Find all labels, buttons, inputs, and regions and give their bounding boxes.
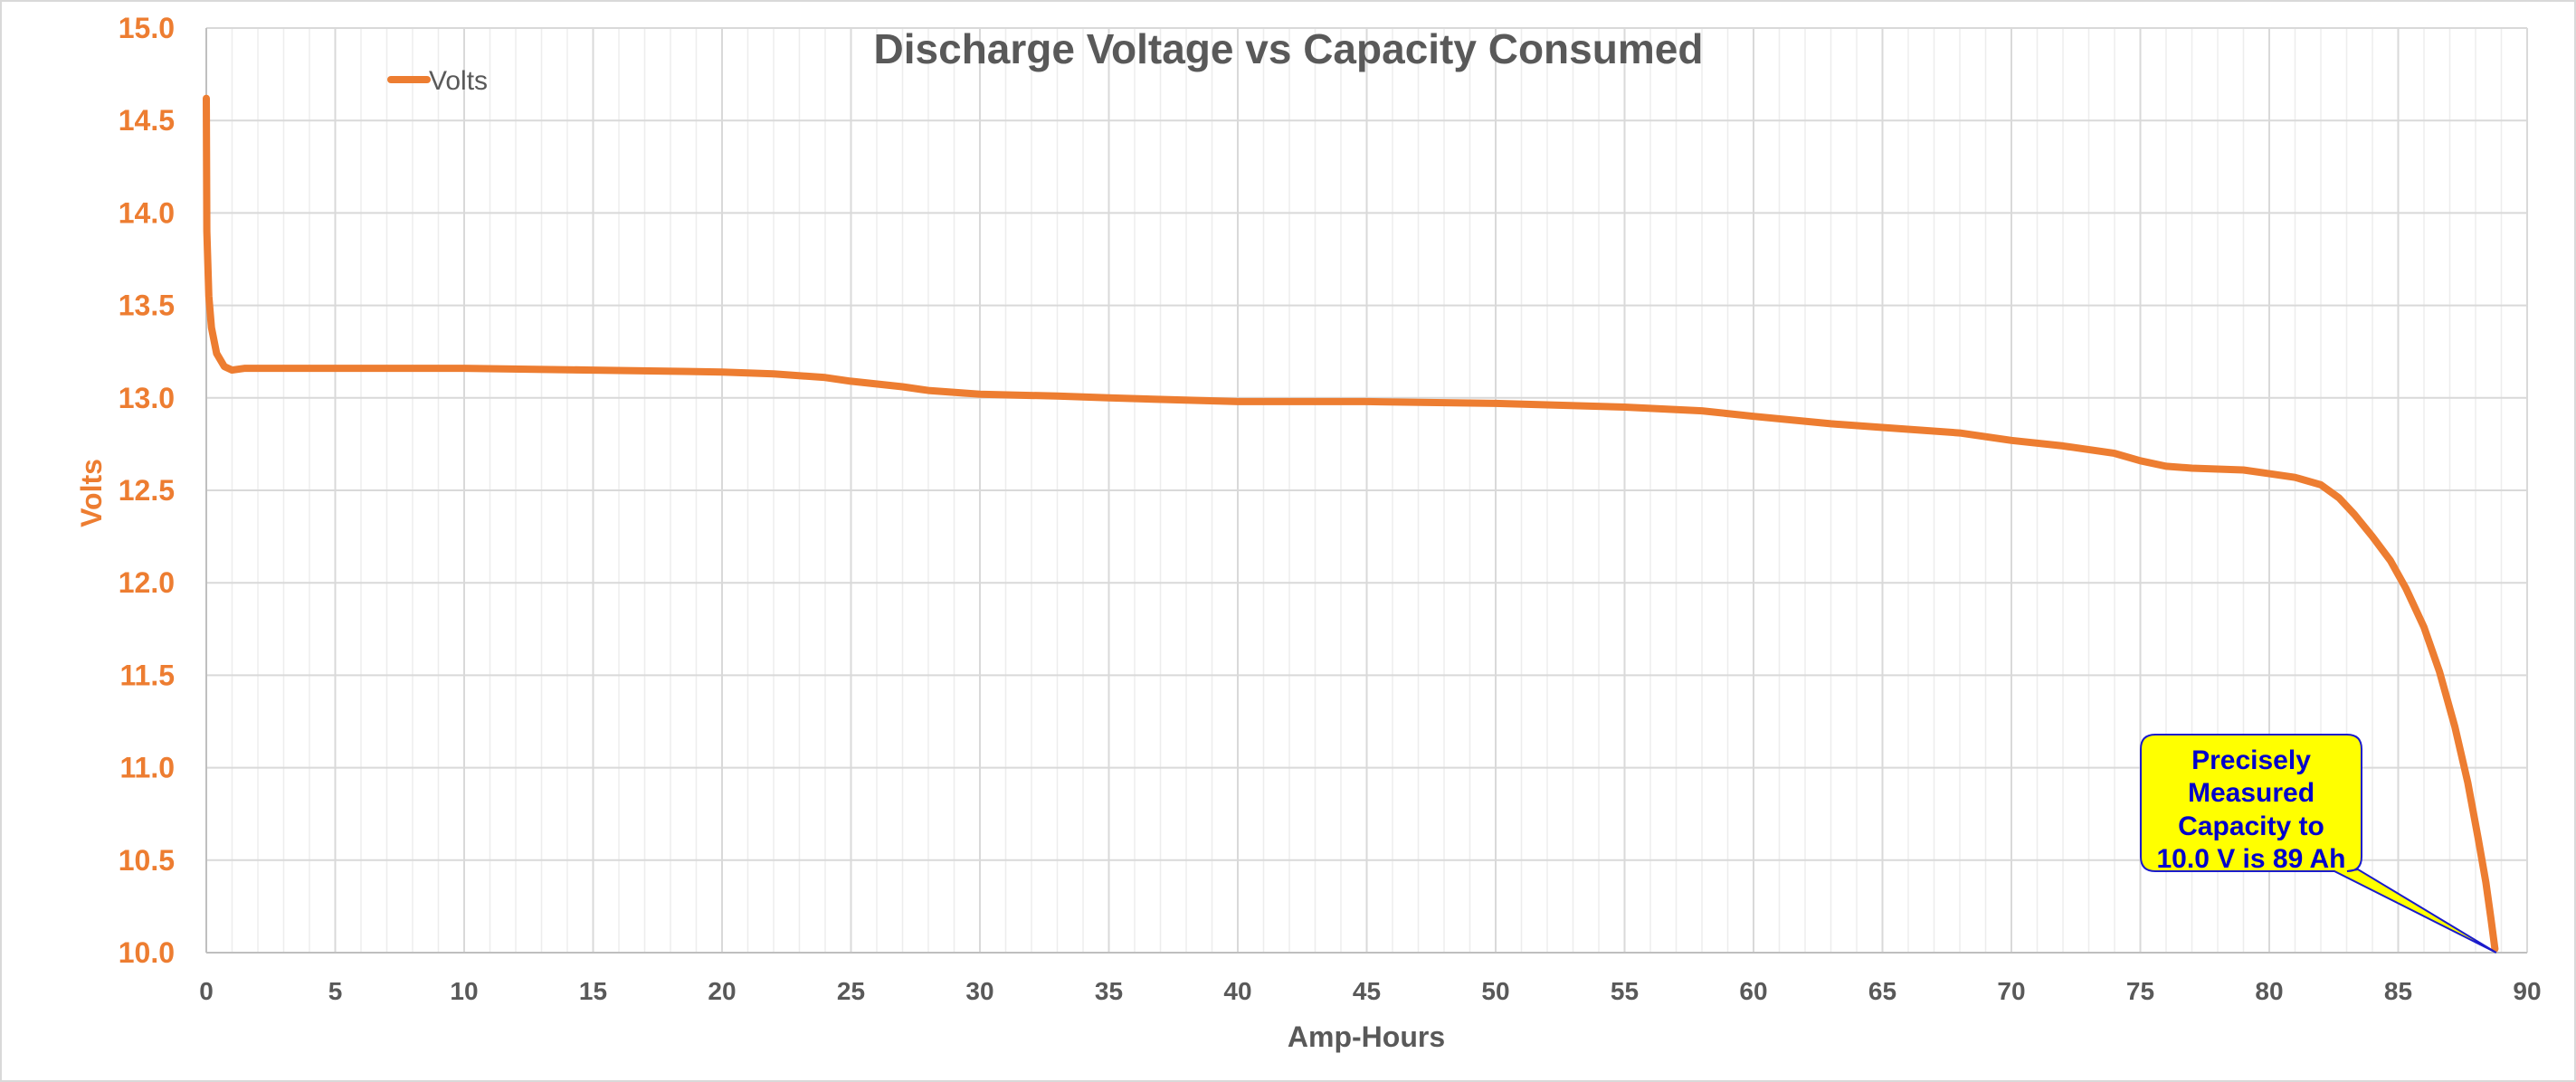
x-tick-label: 55 [1611, 977, 1639, 1005]
x-tick-label: 75 [2126, 977, 2154, 1005]
x-tick-label: 15 [579, 977, 607, 1005]
x-tick-label: 40 [1223, 977, 1251, 1005]
x-tick-label: 25 [837, 977, 865, 1005]
y-tick-label: 14.5 [119, 104, 175, 137]
x-tick-label: 85 [2384, 977, 2412, 1005]
y-axis-title: Volts [75, 459, 108, 527]
callout-line-3: Capacity to [2178, 812, 2324, 841]
y-tick-label: 10.0 [119, 936, 175, 969]
legend-label-volts: Volts [429, 66, 488, 96]
x-tick-label: 35 [1095, 977, 1123, 1005]
callout-line-4: 10.0 V is 89 Ah [2156, 844, 2345, 874]
callout-line-2: Measured [2188, 778, 2315, 808]
x-tick-label: 80 [2255, 977, 2283, 1005]
x-tick-label: 65 [1868, 977, 1896, 1005]
y-tick-label: 14.0 [119, 196, 175, 229]
y-tick-label: 15.0 [119, 12, 175, 44]
legend: Volts [387, 66, 488, 96]
y-tick-label: 12.5 [119, 474, 175, 507]
callout-bubble [2140, 734, 2497, 954]
x-tick-label: 20 [708, 977, 736, 1005]
x-tick-label: 50 [1481, 977, 1509, 1005]
x-tick-label: 10 [450, 977, 478, 1005]
y-tick-label: 11.5 [119, 659, 175, 691]
series-line-volts [203, 94, 2499, 953]
annotation-callout: Precisely Measured Capacity to 10.0 V is… [2140, 734, 2497, 954]
x-tick-label: 5 [328, 977, 343, 1005]
x-axis-title: Amp-Hours [1288, 1020, 1445, 1053]
y-tick-labels: 10.0 10.5 11.0 11.5 12.0 12.5 13.0 13.5 14.0 14.5… [119, 12, 175, 969]
y-tick-label: 11.0 [119, 752, 175, 784]
y-tick-label: 12.0 [119, 566, 175, 599]
y-tick-label: 13.0 [119, 382, 175, 414]
chart-title: Discharge Voltage vs Capacity Consumed [874, 25, 1704, 72]
y-tick-label: 10.5 [119, 844, 175, 877]
x-tick-label: 45 [1353, 977, 1381, 1005]
major-gridlines [205, 27, 2528, 954]
callout-line-1: Precisely [2191, 745, 2311, 775]
x-tick-label: 90 [2513, 977, 2541, 1005]
x-tick-label: 60 [1739, 977, 1767, 1005]
x-tick-labels: 0 5 10 15 20 25 30 35 40 45 50 55 60 65 70 75 80 85 90 [199, 977, 2541, 1005]
y-tick-label: 13.5 [119, 289, 175, 322]
x-tick-label: 0 [199, 977, 214, 1005]
x-tick-label: 70 [1997, 977, 2025, 1005]
x-tick-label: 30 [965, 977, 993, 1005]
